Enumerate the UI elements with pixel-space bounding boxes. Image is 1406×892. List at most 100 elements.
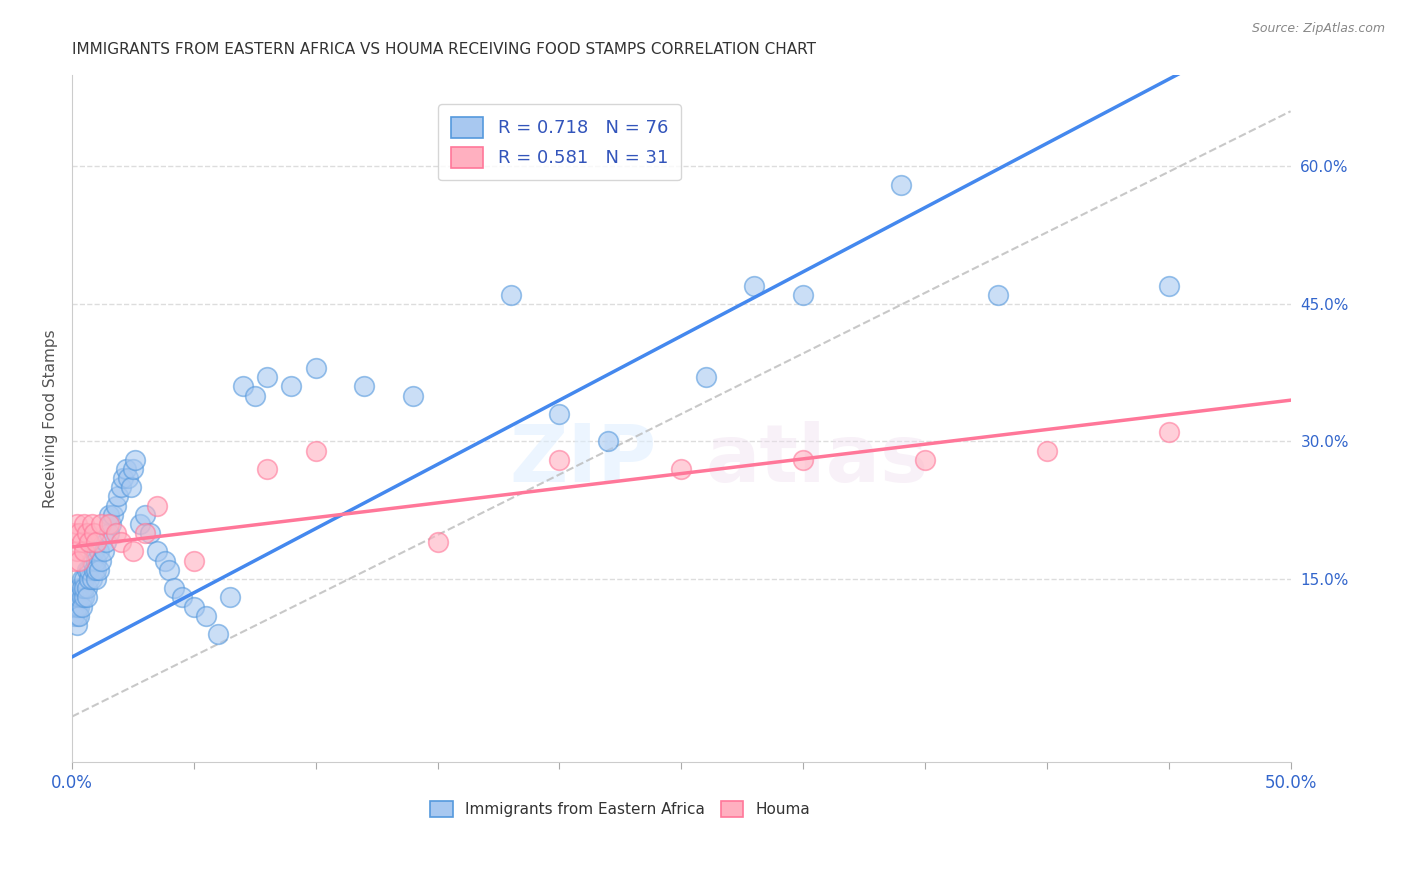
Text: Source: ZipAtlas.com: Source: ZipAtlas.com xyxy=(1251,22,1385,36)
Point xyxy=(63,608,86,623)
Point xyxy=(426,535,449,549)
Text: ZIP: ZIP xyxy=(510,421,657,499)
Point xyxy=(67,581,90,595)
Point xyxy=(76,591,98,605)
Point xyxy=(70,581,93,595)
Point xyxy=(97,508,120,522)
Point xyxy=(67,599,90,614)
Point xyxy=(207,627,229,641)
Legend: Immigrants from Eastern Africa, Houma: Immigrants from Eastern Africa, Houma xyxy=(425,796,817,823)
Point xyxy=(93,544,115,558)
Point xyxy=(170,591,193,605)
Point xyxy=(70,572,93,586)
Point xyxy=(63,526,86,541)
Point xyxy=(73,572,96,586)
Point xyxy=(112,471,135,485)
Point xyxy=(77,572,100,586)
Point xyxy=(63,554,86,568)
Point xyxy=(66,544,89,558)
Point xyxy=(86,572,108,586)
Point xyxy=(402,388,425,402)
Point xyxy=(76,526,98,541)
Point xyxy=(66,591,89,605)
Point xyxy=(104,499,127,513)
Point xyxy=(146,499,169,513)
Point xyxy=(120,480,142,494)
Point xyxy=(153,554,176,568)
Text: IMMIGRANTS FROM EASTERN AFRICA VS HOUMA RECEIVING FOOD STAMPS CORRELATION CHART: IMMIGRANTS FROM EASTERN AFRICA VS HOUMA … xyxy=(72,42,815,57)
Point xyxy=(499,287,522,301)
Point xyxy=(914,452,936,467)
Point xyxy=(124,452,146,467)
Point xyxy=(66,618,89,632)
Point xyxy=(122,462,145,476)
Point xyxy=(83,526,105,541)
Point xyxy=(1036,443,1059,458)
Point xyxy=(1157,278,1180,293)
Text: atlas: atlas xyxy=(706,421,929,499)
Point xyxy=(305,443,328,458)
Point xyxy=(598,434,620,449)
Point xyxy=(114,462,136,476)
Y-axis label: Receiving Food Stamps: Receiving Food Stamps xyxy=(44,329,58,508)
Point xyxy=(104,526,127,541)
Point xyxy=(66,599,89,614)
Point xyxy=(103,508,125,522)
Point xyxy=(792,287,814,301)
Point xyxy=(86,535,108,549)
Point xyxy=(134,508,156,522)
Point xyxy=(67,554,90,568)
Point xyxy=(67,608,90,623)
Point xyxy=(695,370,717,384)
Point xyxy=(73,591,96,605)
Point xyxy=(73,544,96,558)
Point xyxy=(80,554,103,568)
Point xyxy=(70,599,93,614)
Point xyxy=(77,535,100,549)
Point xyxy=(256,370,278,384)
Point xyxy=(1157,425,1180,440)
Point xyxy=(70,535,93,549)
Point xyxy=(97,526,120,541)
Point xyxy=(66,516,89,531)
Point xyxy=(183,554,205,568)
Point xyxy=(94,535,117,549)
Point xyxy=(353,379,375,393)
Point xyxy=(305,361,328,376)
Point xyxy=(256,462,278,476)
Point xyxy=(86,563,108,577)
Point xyxy=(107,490,129,504)
Point xyxy=(122,544,145,558)
Point xyxy=(163,581,186,595)
Point xyxy=(63,599,86,614)
Point xyxy=(86,554,108,568)
Point xyxy=(83,544,105,558)
Point xyxy=(280,379,302,393)
Point xyxy=(90,554,112,568)
Point xyxy=(232,379,254,393)
Point xyxy=(134,526,156,541)
Point xyxy=(139,526,162,541)
Point xyxy=(73,516,96,531)
Point xyxy=(67,591,90,605)
Point xyxy=(129,516,152,531)
Point xyxy=(80,572,103,586)
Point xyxy=(890,178,912,192)
Point xyxy=(76,581,98,595)
Point xyxy=(76,563,98,577)
Point xyxy=(671,462,693,476)
Point xyxy=(987,287,1010,301)
Point xyxy=(195,608,218,623)
Point xyxy=(87,563,110,577)
Point xyxy=(67,526,90,541)
Point xyxy=(548,452,571,467)
Point xyxy=(548,407,571,421)
Point xyxy=(73,581,96,595)
Point xyxy=(117,471,139,485)
Point xyxy=(70,591,93,605)
Point xyxy=(66,608,89,623)
Point xyxy=(97,516,120,531)
Point xyxy=(110,480,132,494)
Point xyxy=(243,388,266,402)
Point xyxy=(87,544,110,558)
